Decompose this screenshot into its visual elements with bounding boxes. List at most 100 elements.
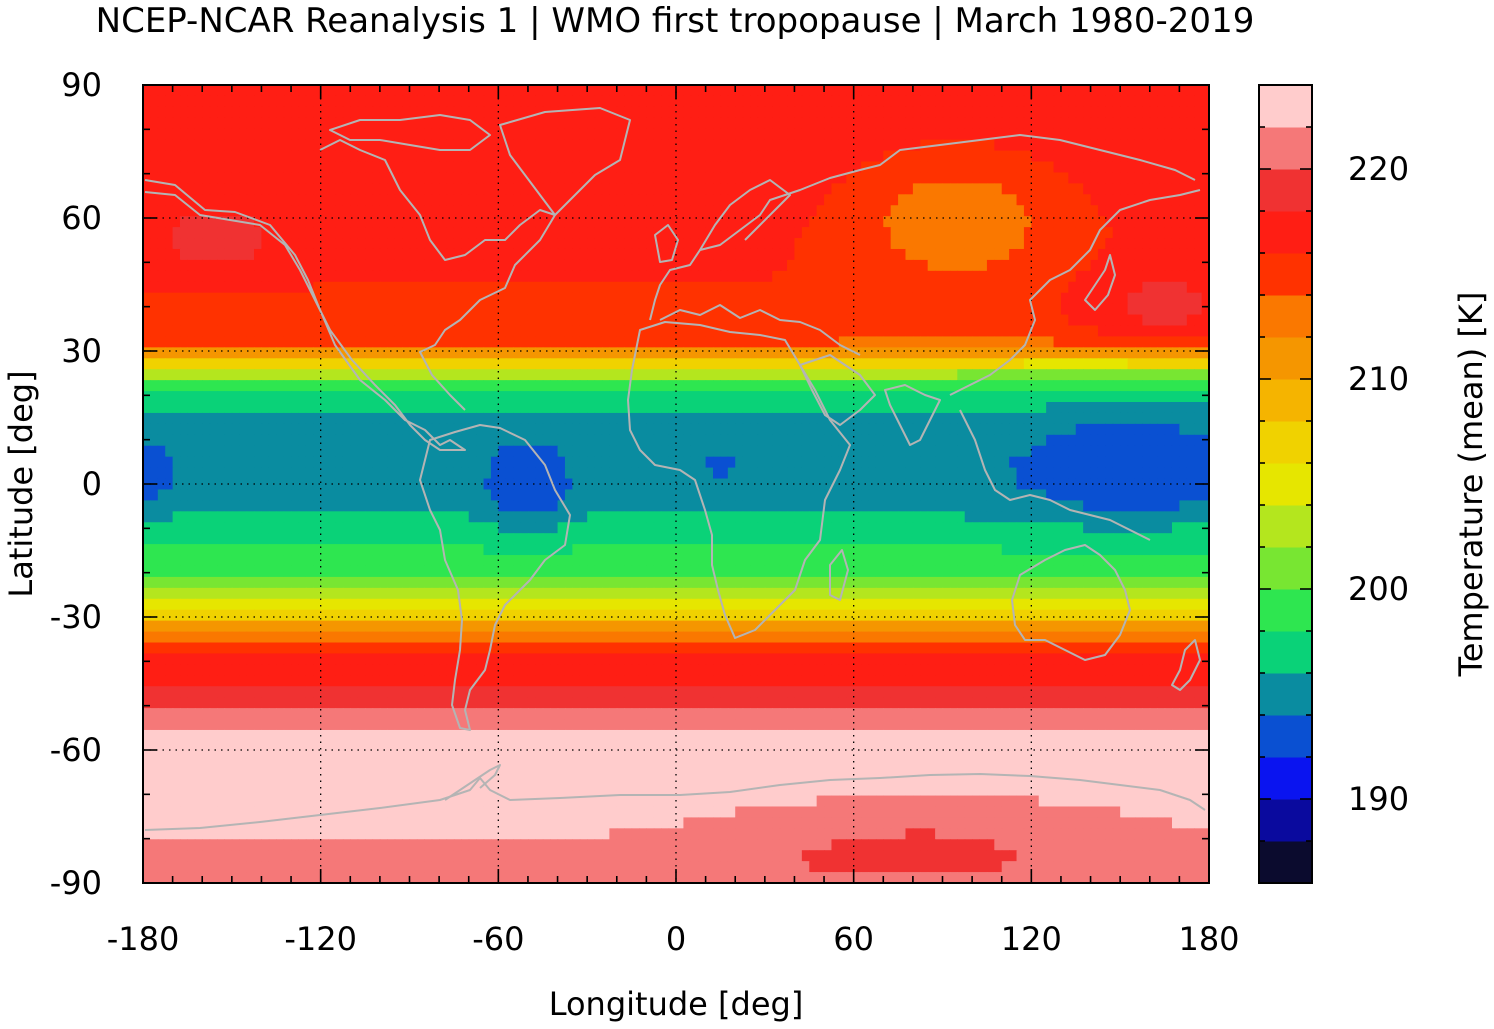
heatmap-cell bbox=[994, 139, 1003, 152]
heatmap-cell bbox=[994, 161, 1003, 174]
heatmap-cell bbox=[1031, 412, 1040, 425]
heatmap-cell bbox=[1009, 347, 1018, 359]
heatmap-cell bbox=[416, 139, 425, 152]
heatmap-cell bbox=[261, 139, 270, 152]
heatmap-cell bbox=[217, 423, 226, 436]
heatmap-cell bbox=[868, 303, 877, 316]
heatmap-cell bbox=[846, 194, 855, 206]
heatmap-cell bbox=[616, 369, 625, 381]
heatmap-cell bbox=[638, 445, 647, 458]
heatmap-cell bbox=[409, 281, 418, 294]
heatmap-cell bbox=[579, 369, 588, 381]
heatmap-cell bbox=[898, 227, 907, 239]
heatmap-cell bbox=[357, 139, 366, 152]
heatmap-cell bbox=[1142, 358, 1151, 370]
heatmap-cell bbox=[646, 150, 655, 163]
heatmap-cell bbox=[927, 85, 936, 97]
heatmap-cell bbox=[957, 402, 966, 414]
heatmap-cell bbox=[217, 139, 226, 152]
heatmap-cell bbox=[520, 139, 529, 152]
heatmap-cell bbox=[942, 259, 951, 272]
heatmap-cell bbox=[772, 128, 781, 141]
heatmap-cell bbox=[979, 380, 988, 392]
heatmap-cell bbox=[624, 248, 633, 261]
heatmap-cell bbox=[727, 380, 736, 392]
heatmap-cell bbox=[787, 303, 796, 316]
heatmap-cell bbox=[550, 391, 559, 403]
heatmap-cell bbox=[875, 423, 884, 436]
heatmap-cell bbox=[638, 85, 647, 97]
heatmap-cell bbox=[942, 238, 951, 250]
heatmap-cell bbox=[268, 238, 277, 250]
heatmap-cell bbox=[764, 369, 773, 381]
heatmap-cell bbox=[994, 205, 1003, 217]
heatmap-cell bbox=[1031, 369, 1040, 381]
heatmap-cell bbox=[742, 369, 751, 381]
heatmap-cell bbox=[1046, 445, 1055, 458]
heatmap-cell bbox=[1090, 139, 1099, 152]
heatmap-cell bbox=[535, 391, 544, 403]
heatmap-cell bbox=[268, 128, 277, 141]
heatmap-cell bbox=[750, 117, 759, 130]
heatmap-cell bbox=[1046, 325, 1055, 338]
heatmap-cell bbox=[794, 248, 803, 261]
heatmap-cell bbox=[875, 281, 884, 294]
heatmap-cell bbox=[705, 369, 714, 381]
heatmap-cell bbox=[905, 402, 914, 414]
heatmap-cell bbox=[1149, 325, 1158, 338]
heatmap-cell bbox=[1112, 248, 1121, 261]
heatmap-cell bbox=[1112, 292, 1121, 305]
heatmap-cell bbox=[372, 106, 381, 119]
heatmap-cell bbox=[1075, 117, 1084, 130]
heatmap-cell bbox=[994, 259, 1003, 272]
heatmap-cell bbox=[713, 238, 722, 250]
heatmap-cell bbox=[853, 161, 862, 174]
heatmap-cell bbox=[557, 314, 566, 327]
heatmap-cell bbox=[661, 172, 670, 184]
heatmap-cell bbox=[305, 95, 314, 108]
heatmap-cell bbox=[313, 423, 322, 436]
heatmap-cell bbox=[439, 292, 448, 305]
heatmap-cell bbox=[246, 139, 255, 152]
heatmap-cell bbox=[172, 380, 181, 392]
heatmap-cell bbox=[853, 292, 862, 305]
heatmap-cell bbox=[1157, 292, 1166, 305]
heatmap-cell bbox=[298, 139, 307, 152]
heatmap-cell bbox=[439, 227, 448, 239]
heatmap-cell bbox=[868, 270, 877, 283]
heatmap-cell bbox=[291, 106, 300, 119]
heatmap-cell bbox=[335, 238, 344, 250]
heatmap-cell bbox=[883, 227, 892, 239]
heatmap-cell bbox=[1179, 150, 1188, 163]
heatmap-cell bbox=[453, 117, 462, 130]
heatmap-cell bbox=[1157, 259, 1166, 272]
heatmap-cell bbox=[1171, 248, 1180, 261]
heatmap-cell bbox=[720, 434, 729, 447]
heatmap-cell bbox=[1127, 336, 1136, 348]
heatmap-cell bbox=[986, 227, 995, 239]
heatmap-cell bbox=[313, 380, 322, 392]
heatmap-cell bbox=[431, 369, 440, 381]
heatmap-cell bbox=[742, 347, 751, 359]
heatmap-cell bbox=[579, 456, 588, 469]
heatmap-cell bbox=[616, 281, 625, 294]
heatmap-cell bbox=[935, 85, 944, 97]
heatmap-cell bbox=[727, 402, 736, 414]
heatmap-cell bbox=[254, 238, 263, 250]
heatmap-cell bbox=[727, 128, 736, 141]
heatmap-cell bbox=[964, 95, 973, 108]
heatmap-cell bbox=[513, 380, 522, 392]
heatmap-cell bbox=[653, 423, 662, 436]
heatmap-cell bbox=[291, 117, 300, 130]
heatmap-cell bbox=[1105, 347, 1114, 359]
heatmap-cell bbox=[505, 238, 514, 250]
heatmap-cell bbox=[616, 95, 625, 108]
heatmap-cell bbox=[875, 194, 884, 206]
heatmap-cell bbox=[246, 259, 255, 272]
heatmap-cell bbox=[594, 456, 603, 469]
heatmap-cell bbox=[224, 248, 233, 261]
heatmap-cell bbox=[453, 95, 462, 108]
heatmap-cell bbox=[838, 434, 847, 447]
heatmap-cell bbox=[513, 358, 522, 370]
heatmap-cell bbox=[883, 161, 892, 174]
